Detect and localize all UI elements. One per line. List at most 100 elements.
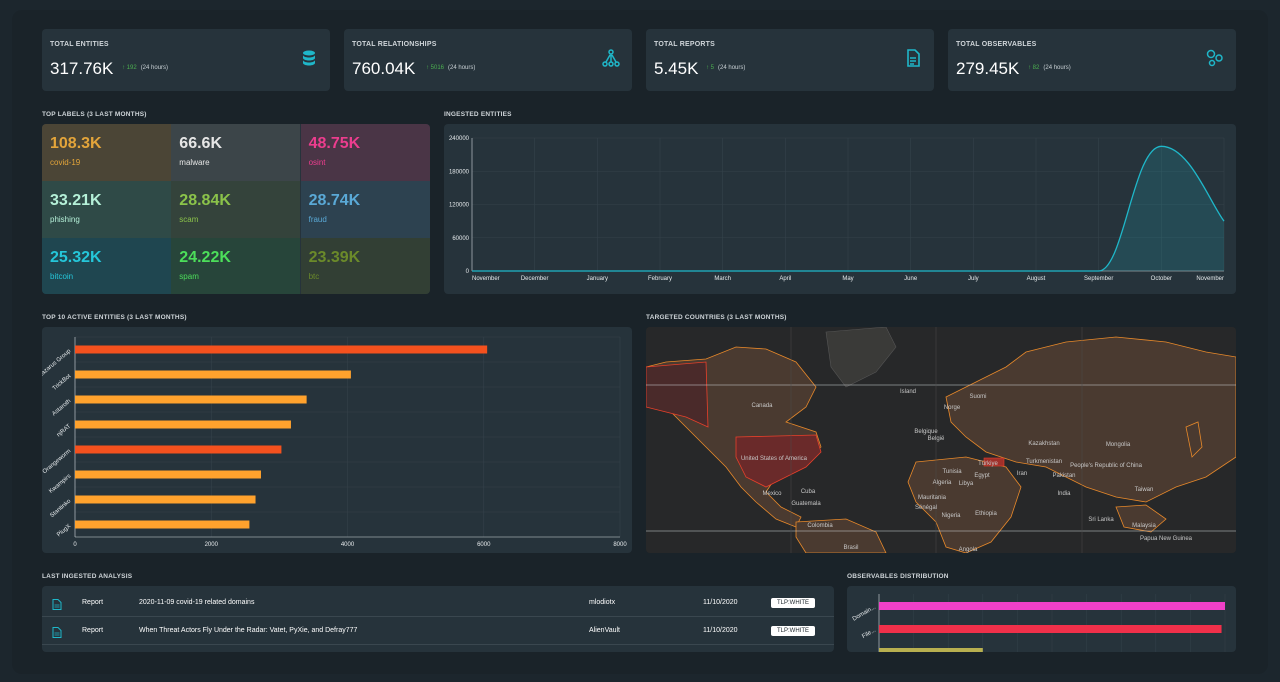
category-label: Domain... — [852, 604, 878, 622]
stat-card-relationships[interactable]: TOTAL RELATIONSHIPS 760.04K ↑ 5016 (24 ho… — [344, 29, 632, 91]
x-tick-label: April — [779, 276, 791, 282]
stat-delta: ↑ 192 (24 hours) — [122, 65, 169, 71]
label-tile-phishing[interactable]: 33.21K phishing — [42, 181, 171, 238]
label-count: 23.39K — [308, 249, 361, 266]
label-count: 28.74K — [308, 192, 361, 209]
label-tile-bitcoin[interactable]: 25.32K bitcoin — [42, 238, 171, 294]
label-name: btc — [308, 272, 320, 281]
y-tick-label: 240000 — [449, 136, 470, 142]
category-label: Stantinko — [49, 498, 73, 519]
stat-window: (24 hours) — [1043, 65, 1071, 71]
top-labels-title: TOP LABELS (3 LAST MONTHS) — [42, 111, 147, 118]
turkey-highlight — [983, 457, 1005, 467]
label-count: 108.3K — [50, 135, 102, 152]
label-tile-fraud[interactable]: 28.74K fraud — [300, 181, 430, 238]
analysis-author: mlodiotx — [589, 599, 616, 606]
area-fill — [472, 146, 1224, 271]
category-label: TrickBot — [52, 373, 73, 392]
world-map[interactable]: Canada United States of America Island Norg… — [646, 327, 1236, 553]
x-tick-label: August — [1027, 276, 1046, 282]
map-labels: Canada United States of America Island Norg… — [741, 389, 1193, 553]
map-country-label: Malaysia — [1132, 523, 1156, 529]
y-tick-label: 0 — [466, 269, 470, 275]
x-tick-label: December — [521, 276, 549, 282]
x-tick-label: March — [714, 276, 731, 282]
label-tile-spam[interactable]: 24.22K spam — [171, 238, 301, 294]
stat-card-reports[interactable]: TOTAL REPORTS 5.45K ↑ 5 (24 hours) — [646, 29, 934, 91]
map-country-label: Brasil — [843, 545, 858, 551]
label-name: osint — [308, 158, 326, 167]
series-line — [472, 145, 1225, 272]
stat-value: 760.04K — [352, 59, 416, 78]
stat-card-observables[interactable]: TOTAL OBSERVABLES 279.45K ↑ 82 (24 hours) — [948, 29, 1236, 91]
map-country-label: België — [928, 436, 945, 442]
analysis-title: When Threat Actors Fly Under the Radar: … — [139, 627, 358, 634]
label-tile-osint[interactable]: 48.75K osint — [300, 124, 430, 181]
map-country-label: Türkiye — [978, 461, 998, 467]
analysis-title: 2020-11-09 covid-19 related domains — [139, 599, 255, 606]
label-name: fraud — [308, 215, 327, 224]
x-tick-label: February — [648, 276, 672, 282]
category-label: PlugX — [56, 523, 72, 538]
y-tick-label: 120000 — [449, 203, 470, 209]
analysis-row[interactable]: Report 2020-11-09 covid-19 related domai… — [42, 589, 834, 617]
map-country-label: Mongolia — [1106, 442, 1131, 448]
map-country-label: Algeria — [933, 480, 952, 486]
document-icon — [907, 49, 920, 67]
greenland-shape — [825, 327, 897, 388]
stat-window: (24 hours) — [718, 65, 746, 71]
ingested-entities-panel: 0 60000 120000 180000 240000 November December… — [444, 124, 1236, 294]
label-tile-covid-19[interactable]: 108.3K covid-19 — [42, 124, 171, 181]
x-tick-label: November — [472, 276, 500, 282]
map-country-label: Belgique — [914, 429, 938, 435]
label-count: 24.22K — [179, 249, 231, 266]
map-country-label: Nigeria — [941, 513, 961, 519]
category-label: Orangeworm — [42, 448, 72, 475]
label-count: 25.32K — [50, 249, 102, 266]
map-country-label: Island — [900, 389, 916, 395]
analysis-author: AlienVault — [589, 627, 621, 634]
label-tile-btc[interactable]: 23.39K btc — [300, 238, 430, 294]
stat-delta-value: 192 — [126, 65, 137, 71]
label-tile-malware[interactable]: 66.6K malware — [171, 124, 301, 181]
stat-value: 279.45K — [956, 59, 1020, 78]
map-country-label: Angola — [959, 547, 978, 553]
observables-distribution-title: OBSERVABLES DISTRIBUTION — [847, 573, 949, 580]
top-active-panel: 0 2000 4000 6000 8000 Lazarus Group TrickBot As… — [38, 327, 632, 553]
analysis-date: 11/10/2020 — [703, 599, 738, 606]
x-tick-label: 2000 — [205, 542, 219, 548]
x-tick-label: 6000 — [477, 542, 491, 548]
analysis-row[interactable]: Report When Threat Actors Fly Under the … — [42, 617, 834, 645]
label-count: 48.75K — [308, 135, 361, 152]
x-tick-label: 4000 — [341, 542, 355, 548]
map-country-label: Iran — [1017, 471, 1027, 477]
stat-card-entities[interactable]: TOTAL ENTITIES 317.76K ↑ 192 (24 hours) — [42, 29, 330, 91]
se-asia-shape — [1115, 504, 1167, 533]
map-country-label: Canada — [751, 403, 773, 409]
label-name: scam — [179, 215, 199, 224]
tlp-marking-badge: TLP:WHITE — [771, 626, 816, 636]
map-country-label: Cuba — [801, 489, 816, 495]
stat-delta-value: 5016 — [430, 65, 445, 71]
map-country-label: Turkmenistan — [1026, 459, 1062, 465]
bar — [75, 495, 256, 504]
ingested-entities-title: INGESTED ENTITIES — [444, 111, 512, 118]
map-country-label: Sénégal — [915, 505, 937, 511]
bar — [75, 370, 351, 379]
label-tile-scam[interactable]: 28.84K scam — [171, 181, 301, 238]
bar — [879, 602, 1225, 610]
category-label: File... — [861, 627, 877, 640]
stat-title: TOTAL OBSERVABLES — [956, 41, 1037, 48]
x-tick-label: January — [587, 276, 608, 282]
map-country-label: Sri Lanka — [1088, 517, 1114, 523]
x-tick-label: September — [1084, 276, 1113, 282]
targeted-countries-panel[interactable]: Canada United States of America Island Norg… — [646, 327, 1236, 553]
map-country-label: Suomi — [969, 394, 986, 400]
analysis-type: Report — [82, 627, 104, 634]
category-label: Astaroth — [51, 398, 72, 417]
map-country-label: Libya — [959, 481, 974, 487]
x-tick-label: 0 — [73, 542, 77, 548]
stat-title: TOTAL RELATIONSHIPS — [352, 41, 437, 48]
x-tick-label: October — [1151, 276, 1172, 282]
bar — [879, 625, 1222, 633]
